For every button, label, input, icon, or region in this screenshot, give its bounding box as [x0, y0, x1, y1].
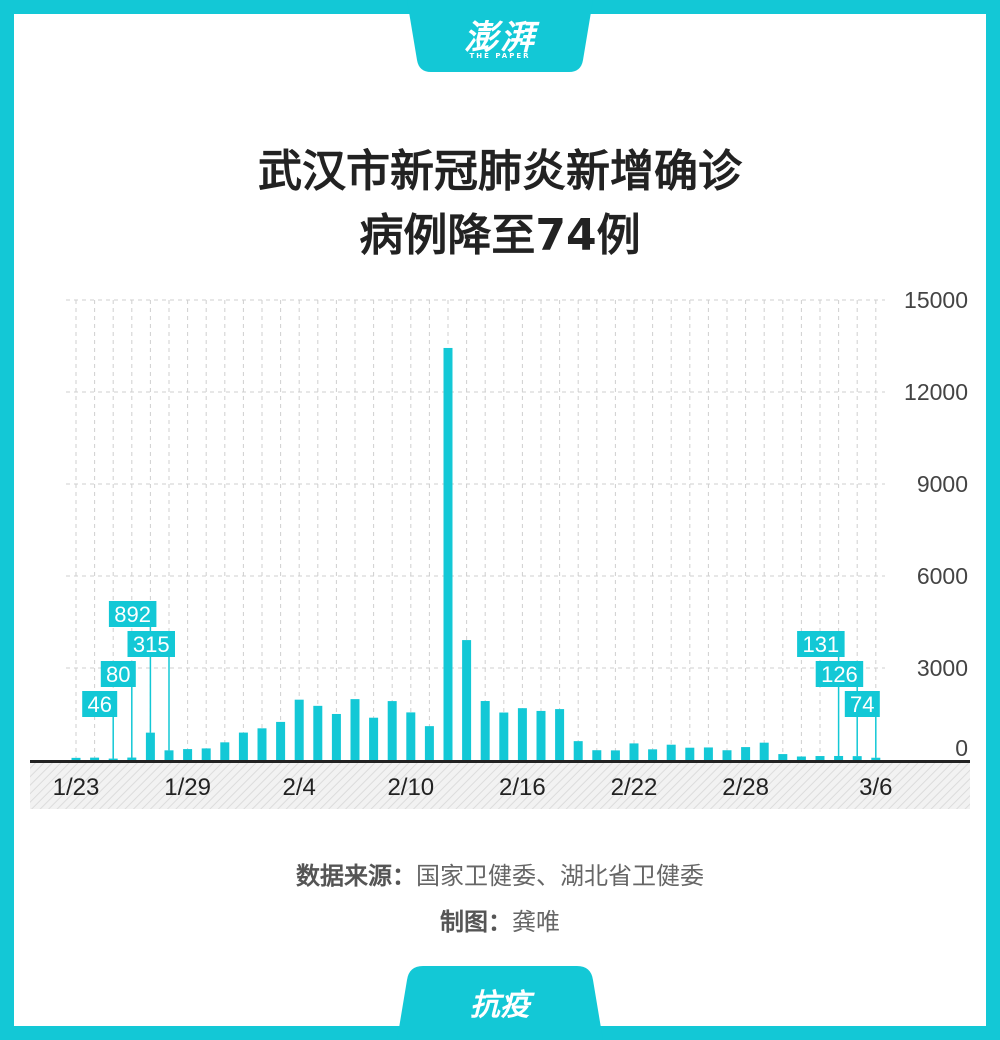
title-line-1: 武汉市新冠肺炎新增确诊 — [258, 146, 742, 197]
bar — [220, 742, 230, 760]
data-label-box — [844, 691, 880, 717]
y-tick-label: 0 — [955, 735, 968, 761]
data-label: 892 — [114, 602, 151, 627]
bar — [759, 742, 769, 760]
tag-tab — [397, 966, 603, 1040]
bar — [536, 710, 546, 760]
x-tick-label: 2/22 — [611, 774, 658, 801]
bar — [517, 708, 527, 760]
bar-chart: 0 3000 6000 9000 12000 15000 1/23 1/29 2/4 2/10 2/… — [30, 287, 970, 809]
data-label-box — [108, 601, 157, 627]
data-label-box — [100, 661, 136, 687]
bar — [201, 748, 211, 760]
bar — [387, 701, 397, 760]
data-label: 126 — [821, 662, 858, 687]
bar — [722, 750, 732, 760]
data-label: 74 — [850, 692, 874, 717]
bar — [276, 721, 286, 760]
bar — [666, 744, 676, 760]
chart-credit: 制图：龚唯 — [0, 902, 1000, 937]
x-tick-label: 1/29 — [164, 774, 211, 801]
bar — [592, 750, 602, 760]
bar — [350, 699, 360, 760]
bar — [462, 640, 472, 760]
bar — [406, 712, 416, 760]
data-source-text: 国家卫健委、湖北省卫健委 — [416, 862, 704, 890]
bar — [741, 747, 751, 760]
bar — [778, 754, 788, 760]
bar — [331, 713, 341, 760]
bar — [480, 701, 490, 760]
bar — [648, 749, 658, 760]
bar — [257, 728, 267, 760]
bar — [796, 756, 806, 760]
bar — [555, 709, 565, 760]
y-tick-label: 12000 — [904, 379, 968, 405]
bar — [238, 732, 248, 760]
page-title: 武汉市新冠肺炎新增确诊 病例降至74例 — [100, 140, 900, 268]
bar — [90, 757, 100, 760]
bar — [369, 717, 379, 760]
x-tick-label: 2/28 — [722, 774, 769, 801]
bar — [71, 757, 81, 760]
bar — [499, 712, 509, 760]
title-line-2: 病例降至74例 — [359, 210, 641, 261]
bar — [443, 347, 453, 760]
data-label-box — [127, 631, 175, 657]
bar — [871, 757, 881, 760]
bar — [127, 757, 137, 760]
data-source: 数据来源：国家卫健委、湖北省卫健委 — [0, 856, 1000, 891]
bar — [313, 705, 323, 760]
y-tick-label: 9000 — [917, 471, 968, 497]
x-tick-label: 2/16 — [499, 774, 546, 801]
brand-logo-subtitle: THE PAPER — [469, 52, 531, 60]
bar — [834, 755, 844, 760]
y-tick-label: 3000 — [917, 655, 968, 681]
chart-credit-text: 龚唯 — [512, 908, 560, 936]
data-label: 80 — [106, 662, 130, 687]
bar — [610, 750, 620, 760]
bar — [703, 747, 713, 760]
logo-tab — [407, 0, 593, 72]
bar — [145, 732, 155, 760]
bar — [164, 750, 174, 760]
x-axis-band — [30, 763, 970, 809]
bar — [629, 743, 639, 760]
data-label: 131 — [802, 632, 839, 657]
data-label-box — [815, 661, 864, 687]
x-tick-label: 1/23 — [53, 774, 100, 801]
brand-logo: 澎湃 — [464, 18, 536, 58]
bar — [183, 749, 193, 760]
y-tick-label: 15000 — [904, 287, 968, 313]
x-tick-label: 2/4 — [283, 774, 316, 801]
bar — [294, 699, 304, 760]
x-tick-label: 3/6 — [859, 774, 892, 801]
bar — [108, 758, 118, 760]
data-label-box — [797, 631, 845, 657]
data-label-box — [82, 691, 118, 717]
bar — [573, 741, 583, 760]
bar — [424, 726, 434, 760]
data-source-label: 数据来源： — [296, 862, 416, 890]
bar — [815, 756, 825, 760]
data-label: 46 — [87, 692, 111, 717]
x-tick-label: 2/10 — [387, 774, 434, 801]
bar — [685, 747, 695, 760]
chart-credit-label: 制图： — [440, 908, 512, 936]
topic-tag: 抗疫 — [470, 988, 530, 1023]
data-label: 315 — [133, 632, 170, 657]
bar — [852, 756, 862, 760]
y-tick-label: 6000 — [917, 563, 968, 589]
